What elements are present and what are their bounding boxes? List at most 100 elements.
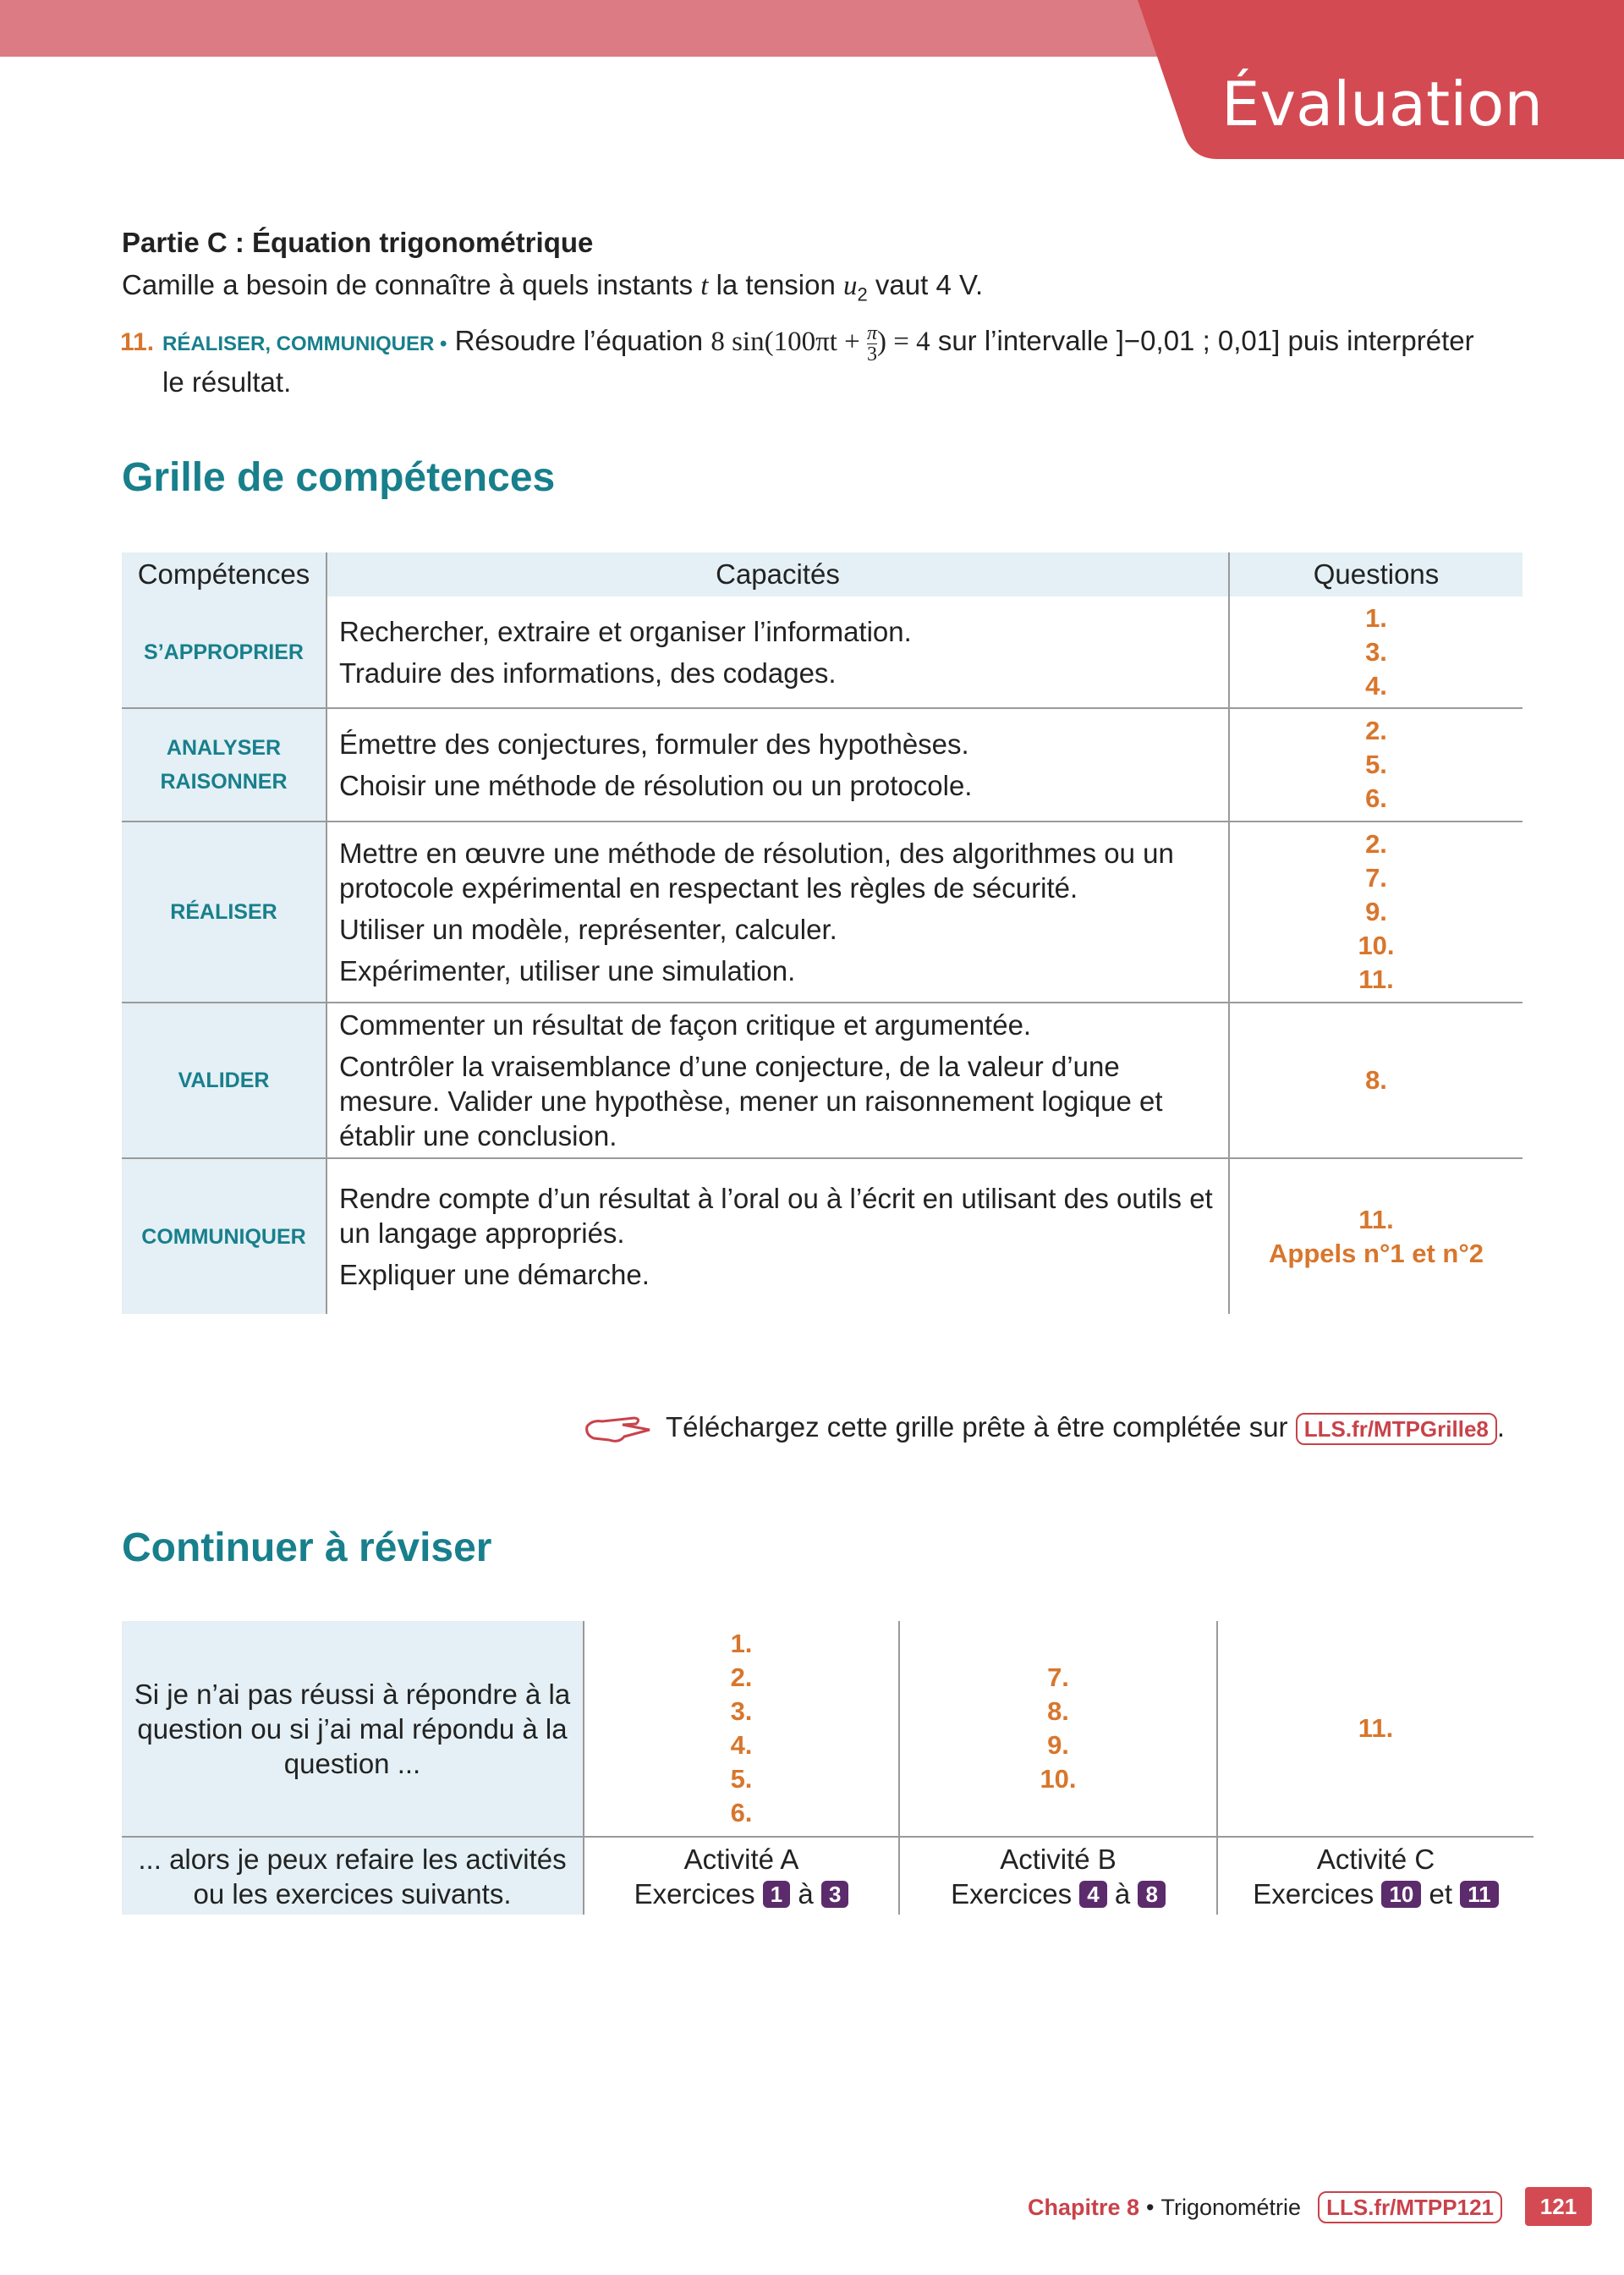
competence: RÉALISER [170, 900, 277, 924]
download-link[interactable]: LLS.fr/MTPGrille8 [1295, 1413, 1497, 1445]
capacity: Mettre en œuvre une méthode de résolutio… [339, 838, 1174, 904]
question-tags: RÉALISER, COMMUNIQUER • [162, 332, 447, 356]
question-ref: 5. [1365, 750, 1387, 779]
math-sub: 2 [857, 283, 868, 305]
header-band: Évaluation [0, 0, 1624, 159]
question-ref: 9. [1047, 1730, 1069, 1760]
question-ref: 1. [1365, 602, 1387, 633]
header-title: Évaluation [1221, 69, 1543, 140]
eq-right: ) = 4 [877, 327, 930, 358]
question-text: RÉALISER, COMMUNIQUER • Résoudre l’équat… [162, 323, 1482, 400]
text: Camille a besoin de connaître à quels in… [122, 269, 701, 300]
competence-cell: S’APPROPRIER [122, 596, 327, 709]
capacity-cell: Mettre en œuvre une méthode de résolutio… [327, 822, 1230, 1003]
footer-link[interactable]: LLS.fr/MTPP121 [1318, 2191, 1502, 2223]
exercise-cell: Activité C Exercices 10 et 11 [1218, 1838, 1533, 1915]
header-cell: Compétences [122, 552, 327, 596]
question-ref: 2. [730, 1662, 753, 1692]
connector: à [798, 1877, 814, 1910]
header-cell: Questions [1230, 552, 1522, 596]
questions-cell: 8. [1230, 1003, 1522, 1159]
capacity: Traduire des informations, des codages. [339, 657, 837, 689]
question-ref: 11. [1358, 1713, 1394, 1743]
questions-cell: 1. 2. 3. 4. 5. 6. [584, 1621, 900, 1838]
question-ref: 2. [1365, 716, 1387, 745]
question-ref: 1. [730, 1629, 753, 1658]
text: Téléchargez cette grille prête à être co… [666, 1411, 1296, 1442]
question-ref: 3. [730, 1696, 753, 1726]
competence: COMMUNIQUER [141, 1224, 306, 1249]
section-title: Continuer à réviser [122, 1525, 492, 1570]
capacity-cell: Commenter un résultat de façon critique … [327, 1003, 1230, 1159]
question-ref: 5. [730, 1764, 753, 1794]
text: Résoudre l’équation [454, 325, 711, 357]
questions-cell: 2. 7. 9. 10. 11. [1230, 822, 1522, 1003]
footer-separator: • [1146, 2194, 1155, 2220]
denominator: 3 [867, 343, 878, 365]
row-label: Si je n’ai pas réussi à répondre à la qu… [122, 1621, 584, 1838]
capacity: Contrôler la vraisemblance d’une conject… [339, 1051, 1163, 1151]
question-ref: 2. [1365, 829, 1387, 859]
text: la tension [708, 269, 844, 300]
questions-cell: 7. 8. 9. 10. [900, 1621, 1218, 1838]
footer: Chapitre 8 • Trigonométrie LLS.fr/MTPP121 [1028, 2191, 1502, 2223]
footer-chapter: Chapitre 8 [1028, 2194, 1140, 2220]
pointer-shape [585, 1416, 650, 1442]
question-ref: 9. [1365, 897, 1387, 926]
skills-table: Compétences Capacités Questions S’APPROPRIE… [122, 552, 1522, 1314]
question-ref: 3. [1365, 636, 1387, 667]
section-title: Grille de compétences [122, 455, 556, 500]
questions-cell: 11. [1218, 1621, 1533, 1838]
competence-cell: COMMUNIQUER [122, 1159, 327, 1314]
questions-cell: 1. 3. 4. [1230, 596, 1522, 709]
exercise-badge: 3 [820, 1880, 849, 1908]
math-var: u [843, 271, 858, 301]
activity: Activité C [1316, 1843, 1435, 1875]
connector: à [1114, 1877, 1131, 1910]
question-ref: 10. [1358, 931, 1395, 960]
exercises-label: Exercices [1253, 1877, 1374, 1910]
math-var: t [700, 271, 709, 301]
question-ref: 7. [1047, 1662, 1069, 1692]
exercise-badge: 10 [1381, 1880, 1422, 1908]
competence: RAISONNER [160, 770, 288, 794]
part-title: Partie C : Équation trigonométrique [122, 227, 594, 258]
competence: S’APPROPRIER [144, 640, 304, 664]
capacity-cell: Émettre des conjectures, formuler des hy… [327, 709, 1230, 822]
capacity: Commenter un résultat de façon critique … [339, 1009, 1032, 1041]
revise-table: Si je n’ai pas réussi à répondre à la qu… [122, 1621, 1533, 1915]
competence-cell: VALIDER [122, 1003, 327, 1159]
question-number: 11. [120, 328, 155, 356]
equation: 8 sin(100πt + π 3) = 4 [710, 323, 930, 365]
question-ref: 10. [1040, 1764, 1077, 1794]
exercises-label: Exercices [634, 1877, 755, 1910]
question-ref: Appels n°1 et n°2 [1269, 1238, 1484, 1268]
exercise-cell: Activité A Exercices 1 à 3 [584, 1838, 900, 1915]
exercises: Exercices 1 à 3 [634, 1877, 849, 1911]
question-ref: 6. [730, 1798, 753, 1827]
competence: ANALYSER [166, 736, 282, 760]
capacity: Expérimenter, utiliser une simulation. [339, 955, 796, 986]
row-label: ... alors je peux refaire les activités … [122, 1838, 584, 1915]
capacity-cell: Rechercher, extraire et organiser l’info… [327, 596, 1230, 709]
competence: VALIDER [178, 1069, 270, 1092]
activity: Activité B [1000, 1843, 1116, 1875]
question-ref: 4. [730, 1730, 753, 1760]
exercise-cell: Activité B Exercices 4 à 8 [900, 1838, 1218, 1915]
question-ref: 4. [1365, 670, 1387, 701]
capacity: Rechercher, extraire et organiser l’info… [339, 615, 912, 647]
exercise-badge: 8 [1138, 1880, 1166, 1908]
questions-cell: 11. Appels n°1 et n°2 [1230, 1159, 1522, 1314]
exercise-badge: 11 [1460, 1880, 1499, 1908]
question-ref: 11. [1358, 1204, 1394, 1234]
capacity-cell: Rendre compte d’un résultat à l’oral ou … [327, 1159, 1230, 1314]
text: sur l’intervalle ]−0,01 ; 0,01] puis int… [162, 325, 1474, 398]
connector: et [1429, 1877, 1453, 1910]
question-ref: 7. [1365, 863, 1387, 893]
question-ref: 8. [1365, 1065, 1387, 1095]
part-intro: Camille a besoin de connaître à quels in… [122, 269, 983, 306]
question-ref: 8. [1047, 1696, 1069, 1726]
exercise-badge: 1 [762, 1880, 791, 1908]
